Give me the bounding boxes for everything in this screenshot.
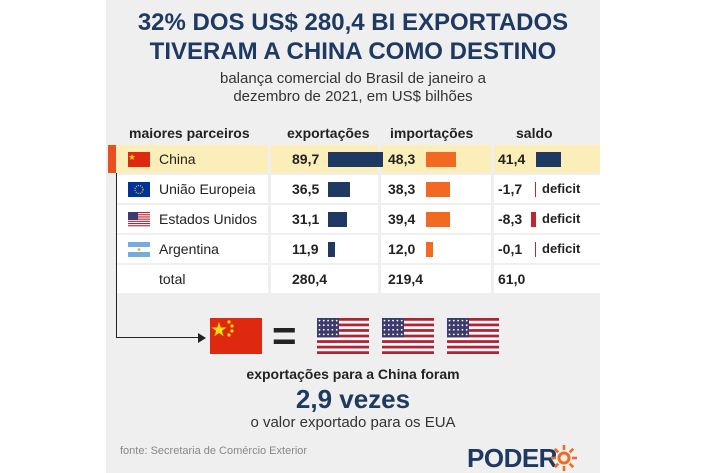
cell-partner-bg [116, 265, 268, 293]
balance-value: 61,0 [498, 271, 526, 287]
table-row-total: total 280,4 219,4 61,0 [116, 265, 600, 293]
cell-exports-bg [271, 175, 378, 203]
deficit-label: deficit [542, 211, 581, 226]
partner-name: Estados Unidos [159, 211, 258, 227]
subtitle-line-2: dezembro de 2021, em US$ bilhões [233, 88, 473, 105]
title-line-2: TIVERAM A CHINA COMO DESTINO [149, 38, 557, 65]
chart-title: 32% DOS US$ 280,4 BI EXPORTADOS TIVERAM … [106, 8, 600, 66]
cell-imports-bg [381, 265, 491, 293]
imports-value: 219,4 [388, 271, 424, 287]
usa-flag-icon [447, 318, 499, 354]
cell-balance-bg [494, 235, 600, 263]
balance-bar [536, 152, 562, 167]
equals-sign: = [272, 312, 297, 359]
exports-value: 11,9 [292, 241, 319, 257]
imports-value: 48,3 [388, 151, 416, 167]
table-row: Estados Unidos 31,1 39,4 -8,3 deficit [116, 205, 600, 233]
china-flag-icon [210, 318, 262, 354]
cell-imports-bg [381, 235, 491, 263]
deficit-label: deficit [542, 241, 581, 256]
comparison-line-1: exportações para a China foram [246, 366, 460, 382]
highlight-marker [108, 145, 117, 173]
imports-bar [426, 182, 450, 197]
balance-value: -0,1 [498, 241, 523, 257]
cell-exports-bg [271, 265, 378, 293]
sun-logo-icon [551, 445, 577, 471]
connector-arrow-icon [198, 333, 206, 343]
deficit-label: deficit [542, 181, 581, 196]
usa-flag-icon [128, 212, 150, 227]
deficit-bar [534, 242, 536, 257]
imports-bar [426, 242, 434, 257]
partner-name: União Europeia [159, 181, 256, 197]
exports-value: 89,7 [292, 151, 320, 167]
imports-value: 39,4 [388, 211, 416, 227]
china-flag-icon [128, 152, 150, 167]
usa-flag-icon [382, 318, 434, 354]
balance-value: 41,4 [498, 151, 526, 167]
exports-bar [328, 152, 383, 167]
imports-bar [426, 152, 456, 167]
title-line-1: 32% DOS US$ 280,4 BI EXPORTADOS [137, 9, 569, 36]
comparison-value: 2,9 vezes [295, 384, 411, 414]
argentina-flag-icon [128, 242, 150, 257]
exports-bar [328, 182, 351, 197]
exports-bar [328, 212, 348, 227]
header-partners: maiores parceiros [129, 125, 250, 141]
usa-flag-icon [317, 318, 369, 354]
exports-value: 280,4 [292, 271, 328, 287]
deficit-bar [534, 182, 536, 197]
table-row: União Europeia 36,5 38,3 -1,7 deficit [116, 175, 600, 203]
partner-name: Argentina [159, 241, 219, 257]
imports-value: 38,3 [388, 181, 416, 197]
exports-bar [328, 242, 336, 257]
comparison-line-3: o valor exportado para os EUA [250, 414, 456, 431]
cell-balance-bg [494, 205, 600, 233]
deficit-bar [530, 212, 536, 227]
header-balance: saldo [516, 125, 553, 141]
header-imports: importações [390, 125, 474, 141]
cell-balance-bg [494, 265, 600, 293]
connector-horizontal [116, 337, 200, 338]
eu-flag-icon [128, 182, 150, 197]
table-row: Argentina 11,9 12,0 -0,1 deficit [116, 235, 600, 263]
imports-value: 12,0 [388, 241, 416, 257]
source-note: fonte: Secretaria de Comércio Exterior [120, 445, 308, 457]
cell-exports-bg [271, 205, 378, 233]
balance-value: -8,3 [498, 211, 523, 227]
exports-value: 31,1 [292, 211, 320, 227]
partner-name: total [159, 271, 186, 287]
header-exports: exportações [287, 125, 370, 141]
connector-vertical [116, 173, 117, 338]
table-row: China 89,7 48,3 41,4 [116, 145, 600, 173]
cell-balance-bg [494, 175, 600, 203]
chart-subtitle: balança comercial do Brasil de janeiro a… [106, 70, 600, 106]
imports-bar [426, 212, 451, 227]
exports-value: 36,5 [292, 181, 320, 197]
subtitle-line-1: balança comercial do Brasil de janeiro a [220, 70, 486, 87]
brand-logo-text: PODER [467, 443, 557, 473]
partner-name: China [159, 151, 196, 167]
cell-exports-bg [271, 235, 378, 263]
balance-value: -1,7 [498, 181, 523, 197]
